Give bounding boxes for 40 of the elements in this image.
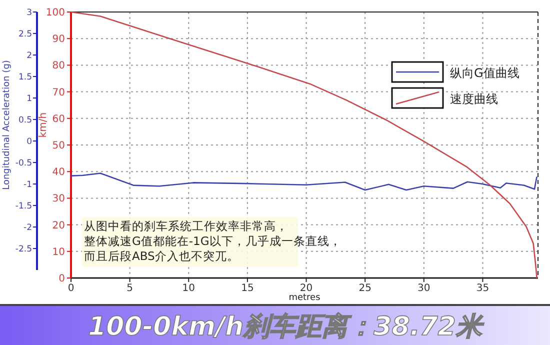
y-tick-label: 90 xyxy=(52,34,65,46)
y2-tick-label: 0.5 xyxy=(18,116,32,126)
y2-axis-title: Longitudinal Acceleration (g) xyxy=(2,60,12,190)
x-tick-label: 15 xyxy=(241,283,254,294)
text: 100-0km/h刹车距离：38.72米 xyxy=(88,312,485,342)
y2-tick-label: -1 xyxy=(24,180,32,190)
y-tick-label: 80 xyxy=(52,60,65,72)
y-tick-label: 10 xyxy=(52,246,65,258)
x-tick-label: 20 xyxy=(300,283,313,294)
y2-tick-label: 1 xyxy=(26,94,32,104)
y-tick-label: 70 xyxy=(52,87,65,98)
y2-tick-label: 2.5 xyxy=(18,30,32,40)
y-tick-label: 40 xyxy=(52,167,65,178)
y2-tick-label: -2.5 xyxy=(15,244,32,254)
y2-tick-label: 3 xyxy=(26,8,32,18)
y2-tick-label: 1.5 xyxy=(18,72,32,82)
y-axis-title: km/h xyxy=(38,112,49,138)
x-tick-label: 25 xyxy=(358,283,372,294)
y2-tick-label: -2 xyxy=(24,223,32,233)
x-tick-label: 0 xyxy=(68,283,74,294)
y2-tick-label: 0 xyxy=(26,137,32,147)
x-axis-title: metres xyxy=(288,293,321,303)
y-tick-label: 50 xyxy=(52,140,65,152)
y-tick-label: 20 xyxy=(52,220,65,232)
y2-tick-label: -0.5 xyxy=(15,158,32,168)
y-tick-label: 30 xyxy=(52,194,65,205)
y-tick-label: 100 xyxy=(46,8,65,18)
y2-tick-label: -1.5 xyxy=(15,202,32,212)
legend-label: 速度曲线 xyxy=(450,92,498,106)
x-tick-label: 35 xyxy=(476,283,490,294)
x-tick-label: 5 xyxy=(126,283,134,294)
line-series xyxy=(70,11,538,279)
y-tick-label: 0 xyxy=(58,274,65,284)
annotation: 从图中看的刹车系统工作效率非常高，整体减速G值都能在-1G以下，几乎成一条直线，而且后段ABS介入也不突兀。 xyxy=(84,219,342,263)
x-tick-label: 30 xyxy=(418,283,430,294)
legend-label: 纵向G值曲线 xyxy=(450,66,520,80)
y-tick-label: 60 xyxy=(52,114,65,125)
x-tick-label: 10 xyxy=(182,283,195,294)
y2-tick-label: 2 xyxy=(26,51,32,61)
line-series xyxy=(70,172,538,191)
